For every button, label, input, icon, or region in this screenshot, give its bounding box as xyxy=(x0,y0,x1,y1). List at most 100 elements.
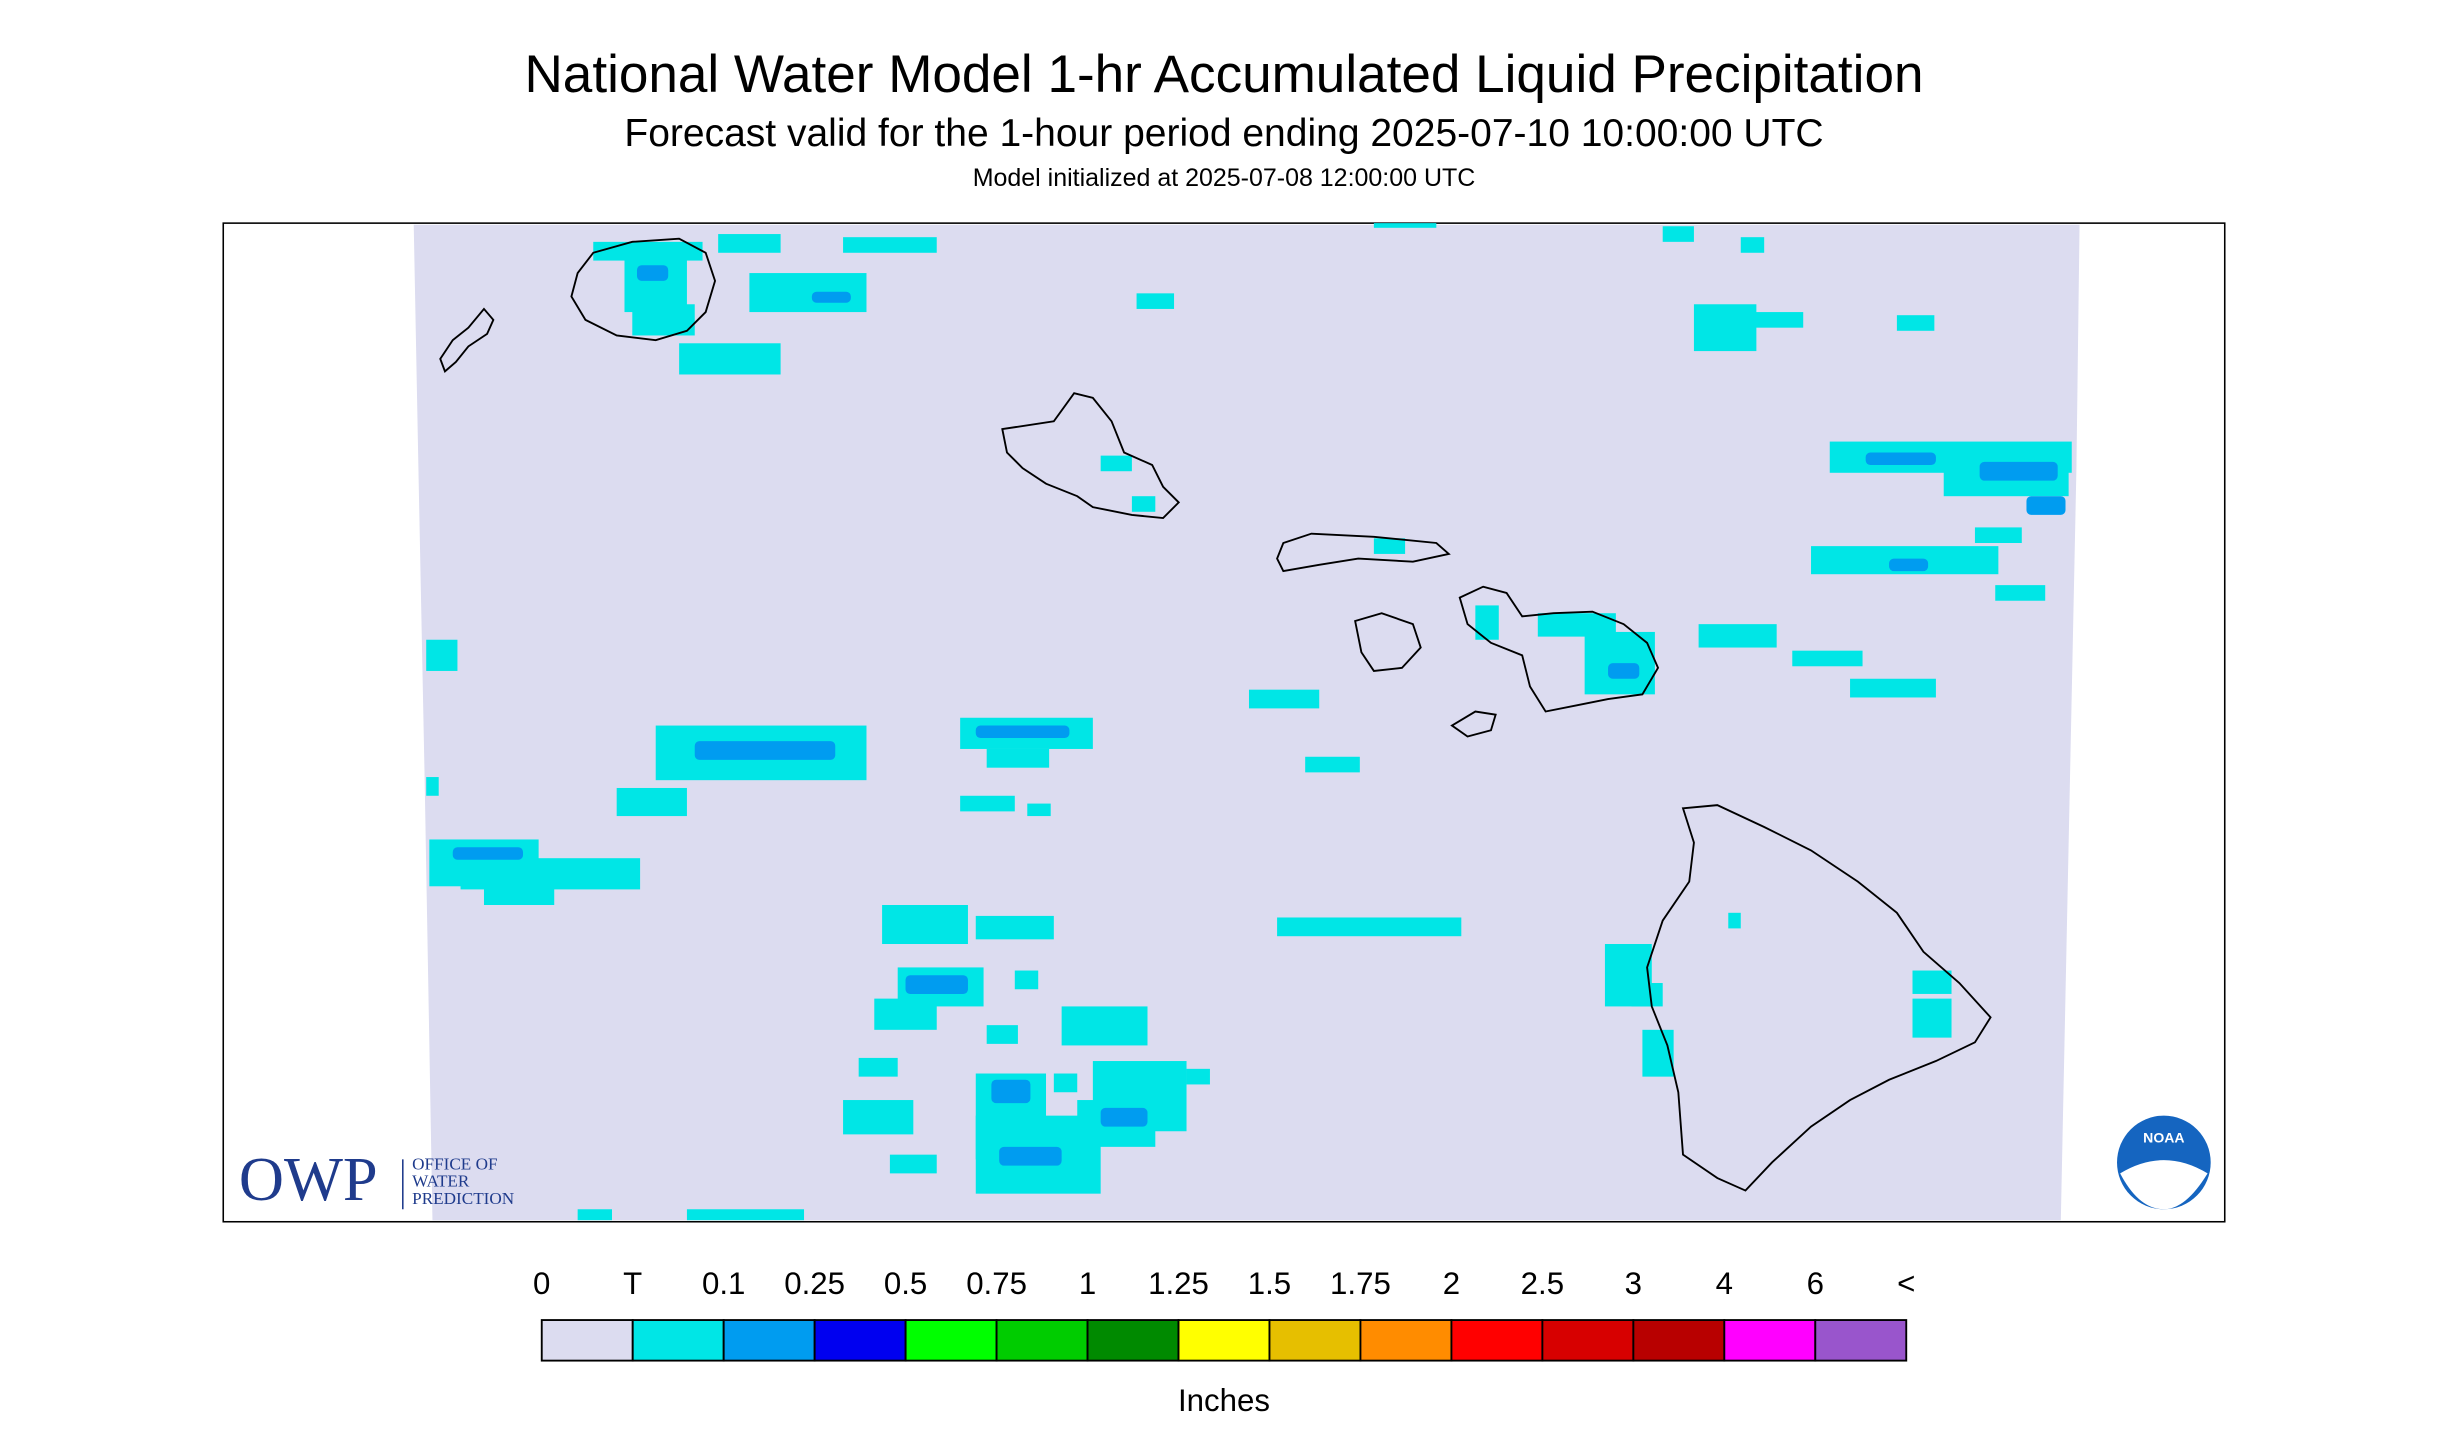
legend-label: 0.25 xyxy=(784,1266,845,1301)
precip-cell xyxy=(718,234,781,253)
precip-cell xyxy=(1027,803,1051,817)
legend-swatch xyxy=(1359,1319,1453,1362)
precip-cell xyxy=(1792,650,1863,667)
precip-cell xyxy=(483,881,555,905)
owp-line: OFFICE OF xyxy=(412,1155,497,1174)
precip-cell xyxy=(749,273,867,313)
island-niihau xyxy=(439,307,495,373)
precip-cell xyxy=(843,1100,914,1135)
precip-cell xyxy=(2026,496,2066,515)
precip-cell xyxy=(1014,970,1039,990)
subtitle: Forecast valid for the 1-hour period end… xyxy=(624,112,1823,155)
legend-label: 1.75 xyxy=(1330,1266,1391,1301)
legend-swatch xyxy=(1723,1319,1817,1362)
owp-logo: OWP xyxy=(239,1144,378,1214)
title: National Water Model 1-hr Accumulated Li… xyxy=(525,45,1924,104)
owp-line: PREDICTION xyxy=(412,1189,514,1208)
legend-label: 6 xyxy=(1807,1266,1824,1301)
legend-label: 1.5 xyxy=(1248,1266,1291,1301)
precip-cell xyxy=(1061,1006,1148,1046)
legend-swatch xyxy=(995,1319,1089,1362)
legend-swatch xyxy=(1632,1319,1726,1362)
precip-cell xyxy=(1865,452,1936,465)
precip-cell xyxy=(1100,455,1132,472)
island-maui xyxy=(1458,585,1660,713)
precip-cell xyxy=(1305,756,1360,773)
precip-cell xyxy=(679,343,781,375)
precip-cell xyxy=(1974,527,2022,543)
island-molokai xyxy=(1276,532,1451,573)
legend: 0 T 0.1 0.25 0.5 0.75 1 1.25 1.5 1.75 2 2.5 3 4 6 < xyxy=(533,1266,1915,1362)
precip-cell xyxy=(1912,970,1952,994)
legend-label: < xyxy=(1897,1266,1915,1301)
precip-cell xyxy=(452,847,524,860)
precip-cell xyxy=(1100,1107,1148,1127)
init-note: Model initialized at 2025-07-08 12:00:00… xyxy=(973,164,1476,192)
precip-cell xyxy=(616,787,687,817)
precip-cell xyxy=(1979,461,2058,481)
precip-cell xyxy=(1373,538,1406,554)
legend-label: 0.5 xyxy=(884,1266,927,1301)
island-lanai xyxy=(1354,612,1422,672)
legend-label: 3 xyxy=(1625,1266,1642,1301)
legend-label: 0.1 xyxy=(702,1266,745,1301)
precip-cell xyxy=(1912,998,1952,1038)
precip-cell xyxy=(694,741,836,760)
legend-label: T xyxy=(623,1266,642,1301)
precip-cell xyxy=(686,1209,805,1221)
legend-swatch xyxy=(904,1319,998,1362)
legend-swatch xyxy=(1268,1319,1362,1362)
legend-swatch xyxy=(1541,1319,1635,1362)
precip-cell xyxy=(426,777,439,796)
precip-cell xyxy=(1889,558,1929,572)
precip-cell xyxy=(843,237,937,253)
precip-cell xyxy=(811,291,851,303)
legend-swatch xyxy=(631,1319,725,1362)
owp-line: WATER xyxy=(412,1172,470,1191)
legend-label: 4 xyxy=(1716,1266,1733,1301)
precip-cell xyxy=(1186,1068,1210,1085)
island-kahoolawe xyxy=(1450,710,1497,738)
legend-swatch xyxy=(722,1319,816,1362)
precip-cell xyxy=(1248,689,1320,709)
precip-cell xyxy=(960,795,1015,812)
precip-cell xyxy=(1850,678,1936,698)
legend-swatch xyxy=(1177,1319,1271,1362)
precip-cell xyxy=(889,1154,937,1174)
precip-cell xyxy=(905,975,968,994)
legend-label: 2 xyxy=(1443,1266,1460,1301)
precip-cell xyxy=(1136,293,1175,309)
island-hawaii xyxy=(1646,804,1992,1192)
coastlines xyxy=(439,237,1992,1192)
precip-cell xyxy=(1698,624,1777,648)
legend-label: 2.5 xyxy=(1521,1266,1564,1301)
precip-cell xyxy=(1608,663,1640,679)
legend-swatch xyxy=(1086,1319,1180,1362)
island-kauai xyxy=(570,237,717,342)
legend-swatch xyxy=(1814,1319,1908,1362)
noaa-gull xyxy=(2120,1160,2208,1210)
legend-swatch xyxy=(1450,1319,1544,1362)
precip-cell xyxy=(1475,605,1499,640)
precip-cell xyxy=(882,905,968,945)
precip-cell xyxy=(593,241,703,261)
precip-cell xyxy=(858,1057,898,1077)
legend-label: 1 xyxy=(1079,1266,1096,1301)
precip-cell xyxy=(632,304,695,336)
precip-cell xyxy=(999,1146,1062,1166)
precip-cell xyxy=(1995,585,2046,601)
legend-label: 0 xyxy=(533,1266,550,1301)
precip-cell xyxy=(1277,917,1462,937)
precip-cell xyxy=(426,639,458,671)
legend-swatch xyxy=(813,1319,907,1362)
precip-cell xyxy=(1131,496,1156,512)
precip-cell xyxy=(1709,312,1804,328)
legend-label: 0.75 xyxy=(966,1266,1027,1301)
precip-cell xyxy=(975,915,1054,940)
legend-unit: Inches xyxy=(1178,1383,1270,1418)
precip-cell xyxy=(986,748,1050,768)
model-domain xyxy=(413,224,2080,1221)
